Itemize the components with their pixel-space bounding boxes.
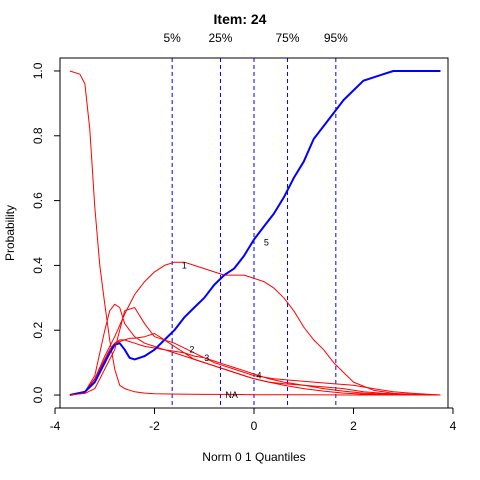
curve-0 <box>69 70 441 396</box>
curve-2 <box>69 339 441 396</box>
x-axis-label: Norm 0 1 Quantiles <box>202 450 305 464</box>
x-tick-label: -4 <box>50 419 61 433</box>
y-axis: 0.0 0.2 0.4 0.6 0.8 1.0 <box>31 62 61 403</box>
x-tick-label: 2 <box>350 419 357 433</box>
quantile-label: 95% <box>324 31 348 45</box>
y-tick-label: 0.4 <box>31 257 45 274</box>
x-tick-label: 4 <box>450 419 457 433</box>
curve-3 <box>69 333 441 396</box>
y-tick-label: 1.0 <box>31 62 45 79</box>
y-axis-label: Probability <box>3 205 17 261</box>
x-axis: -4 -2 0 2 4 <box>50 407 457 433</box>
x-tick-label: -2 <box>149 419 160 433</box>
curve-5 <box>69 70 441 396</box>
chart-title: Item: 24 <box>214 11 267 27</box>
quantile-labels: 5% 25% 75% 95% <box>163 31 348 45</box>
curve-1 <box>69 261 441 396</box>
quantile-lines <box>171 58 337 408</box>
curve-label-2: 2 <box>189 345 194 355</box>
curves <box>69 70 441 396</box>
curve-label-1: 1 <box>182 260 187 270</box>
curve-label-4: 4 <box>256 371 261 381</box>
quantile-label: 5% <box>163 31 181 45</box>
x-tick-label: 0 <box>251 419 258 433</box>
curve-label-5: 5 <box>264 238 269 248</box>
curve-label-3: 3 <box>204 353 209 363</box>
curve-label-NA: NA <box>225 390 238 400</box>
quantile-label: 75% <box>276 31 300 45</box>
y-tick-label: 0.2 <box>31 322 45 339</box>
quantile-label: 25% <box>208 31 232 45</box>
curve-NA <box>69 307 441 396</box>
y-tick-label: 0.8 <box>31 127 45 144</box>
y-tick-label: 0.0 <box>31 386 45 403</box>
curve-4 <box>69 303 441 396</box>
y-tick-label: 0.6 <box>31 192 45 209</box>
